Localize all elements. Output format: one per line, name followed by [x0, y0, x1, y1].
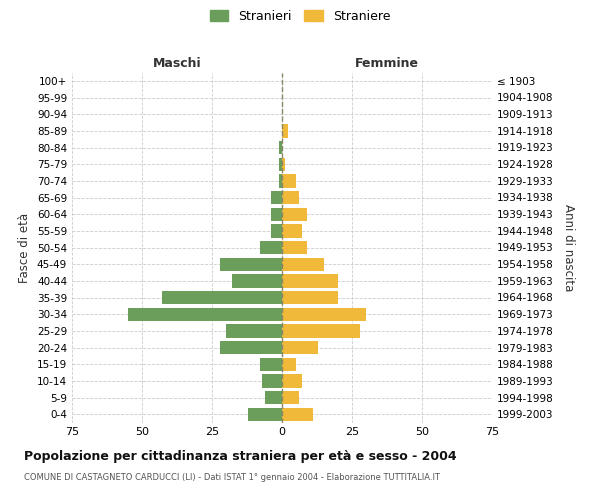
Y-axis label: Anni di nascita: Anni di nascita: [562, 204, 575, 291]
Bar: [220, 341, 282, 354]
Bar: [282, 291, 338, 304]
Bar: [282, 224, 302, 237]
Bar: [220, 258, 282, 271]
Bar: [282, 374, 302, 388]
Bar: [248, 408, 282, 421]
Bar: [282, 341, 319, 354]
Bar: [282, 208, 307, 221]
Text: Maschi: Maschi: [152, 57, 202, 70]
Bar: [271, 191, 282, 204]
Legend: Stranieri, Straniere: Stranieri, Straniere: [206, 6, 394, 26]
Bar: [282, 191, 299, 204]
Bar: [279, 158, 282, 171]
Bar: [282, 408, 313, 421]
Text: COMUNE DI CASTAGNETO CARDUCCI (LI) - Dati ISTAT 1° gennaio 2004 - Elaborazione T: COMUNE DI CASTAGNETO CARDUCCI (LI) - Dat…: [24, 472, 440, 482]
Bar: [282, 258, 324, 271]
Bar: [161, 291, 282, 304]
Bar: [271, 224, 282, 237]
Bar: [262, 374, 282, 388]
Y-axis label: Fasce di età: Fasce di età: [19, 212, 31, 282]
Bar: [279, 174, 282, 188]
Text: Femmine: Femmine: [355, 57, 419, 70]
Bar: [232, 274, 282, 287]
Bar: [271, 208, 282, 221]
Bar: [226, 324, 282, 338]
Bar: [260, 358, 282, 371]
Bar: [282, 158, 285, 171]
Bar: [260, 241, 282, 254]
Bar: [265, 391, 282, 404]
Bar: [282, 324, 361, 338]
Bar: [282, 124, 287, 138]
Bar: [282, 308, 366, 321]
Bar: [279, 141, 282, 154]
Text: Popolazione per cittadinanza straniera per età e sesso - 2004: Popolazione per cittadinanza straniera p…: [24, 450, 457, 463]
Bar: [282, 241, 307, 254]
Bar: [282, 174, 296, 188]
Bar: [282, 358, 296, 371]
Bar: [128, 308, 282, 321]
Bar: [282, 274, 338, 287]
Bar: [282, 391, 299, 404]
